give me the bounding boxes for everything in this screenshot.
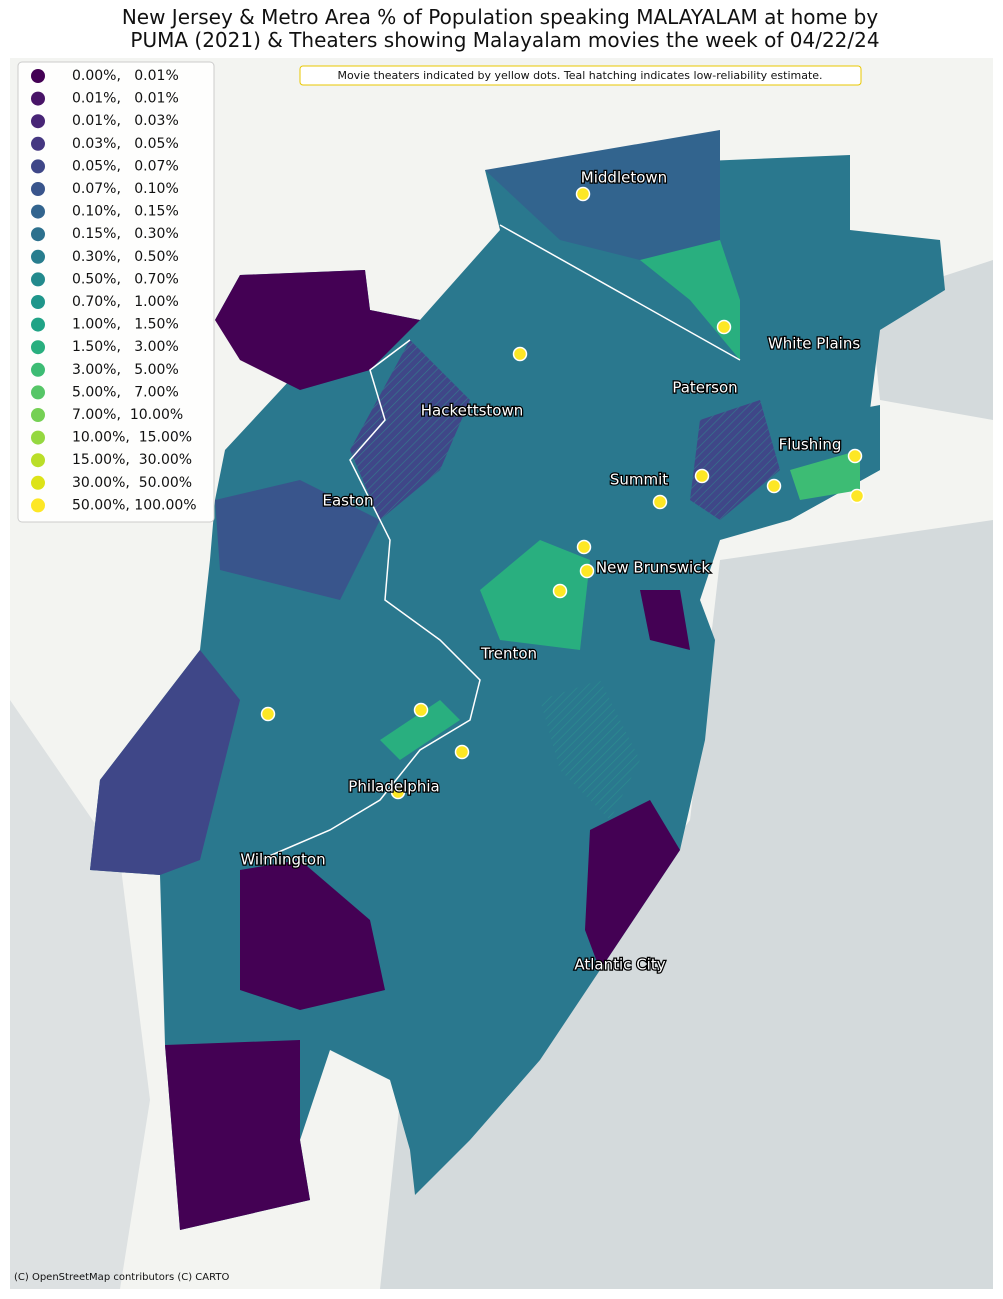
city-label: Atlantic City	[574, 956, 665, 974]
legend-label: 10.00%, 15.00%	[72, 430, 192, 446]
theater-dot	[849, 488, 865, 504]
region	[585, 800, 680, 970]
theater-dot	[579, 563, 595, 579]
legend-swatch	[31, 408, 45, 422]
theater-dot	[575, 186, 591, 202]
legend-swatch	[31, 249, 45, 264]
legend-swatch	[31, 475, 45, 490]
legend-swatch	[31, 227, 45, 242]
city-label: Paterson	[672, 379, 737, 397]
legend-swatch	[31, 453, 45, 468]
region	[640, 590, 690, 650]
theater-dot	[413, 702, 429, 718]
legend-swatch	[31, 385, 45, 400]
theaters	[260, 186, 865, 800]
hatch	[350, 340, 470, 520]
legend-label: 0.50%, 0.70%	[72, 271, 179, 287]
legend-swatch	[31, 182, 45, 196]
attribution: (C) OpenStreetMap contributors (C) CARTO	[14, 1272, 229, 1283]
hatch	[690, 400, 780, 520]
legend-label: 0.10%, 0.15%	[72, 204, 179, 220]
region	[90, 650, 240, 875]
region	[165, 1040, 310, 1230]
legend-label: 0.07%, 0.10%	[72, 181, 179, 197]
legend-label: 0.03%, 0.05%	[72, 136, 179, 152]
legend-label: 0.01%, 0.03%	[72, 113, 179, 129]
legend-swatch	[31, 430, 45, 445]
legend-label: 0.01%, 0.01%	[72, 91, 179, 107]
legend-label: 1.50%, 3.00%	[72, 339, 179, 355]
bay	[10, 700, 150, 1289]
legend-label: 15.00%, 30.00%	[72, 452, 192, 468]
legend-swatch	[31, 114, 45, 129]
city-label: Summit	[610, 471, 668, 489]
legend-label: 0.70%, 1.00%	[72, 294, 179, 310]
region	[215, 270, 420, 390]
theater-dot	[454, 744, 470, 760]
hatch	[540, 680, 640, 820]
legend-swatch	[31, 159, 45, 174]
city-label: Easton	[322, 492, 373, 510]
legend-swatch	[31, 498, 45, 513]
region	[240, 860, 385, 1010]
legend-label: 7.00%, 10.00%	[72, 407, 183, 423]
legend-label: 0.15%, 0.30%	[72, 226, 179, 242]
city-label: Hackettstown	[421, 402, 524, 420]
title-line: New Jersey & Metro Area % of Population …	[122, 5, 879, 29]
legend-swatch	[31, 136, 45, 151]
legend-swatch	[31, 295, 45, 309]
theater-dot	[260, 706, 276, 722]
legend-box	[17, 61, 215, 523]
state-border	[499, 224, 741, 361]
legend-label: 1.00%, 1.50%	[72, 317, 179, 333]
region	[640, 240, 740, 360]
legend-label: 30.00%, 50.00%	[72, 475, 192, 491]
legend-label: 0.05%, 0.07%	[72, 158, 179, 174]
city-label: Middletown	[581, 169, 667, 187]
region	[215, 480, 380, 600]
theater-dot	[576, 539, 592, 555]
theater-dot	[390, 784, 406, 800]
legend-label: 0.00%, 0.01%	[72, 68, 179, 84]
legend-swatch	[31, 317, 45, 332]
theater-dot	[512, 346, 528, 362]
theater-dot	[716, 319, 732, 335]
theater-dot	[652, 494, 668, 510]
legend-swatch	[31, 272, 45, 287]
theater-dot	[766, 478, 782, 494]
legend-label: 3.00%, 5.00%	[72, 362, 179, 378]
state-border	[259, 339, 481, 861]
theater-dot	[552, 583, 568, 599]
city-label: Wilmington	[240, 851, 325, 869]
region	[485, 130, 720, 260]
city-label: Trenton	[480, 645, 537, 663]
legend-swatch	[31, 91, 45, 106]
legend-label: 50.00%, 100.00%	[72, 497, 197, 513]
city-label: New Brunswick	[596, 559, 710, 577]
city-label: White Plains	[768, 335, 860, 353]
title-line: PUMA (2021) & Theaters showing Malayalam…	[130, 28, 879, 52]
legend-swatch	[31, 204, 45, 219]
theater-dot	[694, 468, 710, 484]
map-area: Middletown White Plains Paterson Hackett…	[10, 58, 993, 1289]
ocean	[380, 520, 993, 1289]
theater-dot	[847, 448, 863, 464]
region	[380, 700, 460, 760]
city-label: Flushing	[779, 436, 842, 454]
note: Movie theaters indicated by yellow dots.…	[337, 69, 822, 82]
legend-label: 5.00%, 7.00%	[72, 384, 179, 400]
note-box	[299, 65, 862, 86]
legend: 0.00%, 0.01% 0.01%, 0.01% 0.01%, 0.03% 0.03…	[31, 68, 197, 513]
legend-swatch	[31, 69, 45, 83]
legend-label: 0.30%, 0.50%	[72, 249, 179, 265]
legend-swatch	[31, 362, 45, 377]
legend-swatch	[31, 340, 45, 355]
region	[790, 450, 860, 500]
city-label: Philadelphia	[348, 778, 439, 796]
region	[480, 540, 590, 650]
